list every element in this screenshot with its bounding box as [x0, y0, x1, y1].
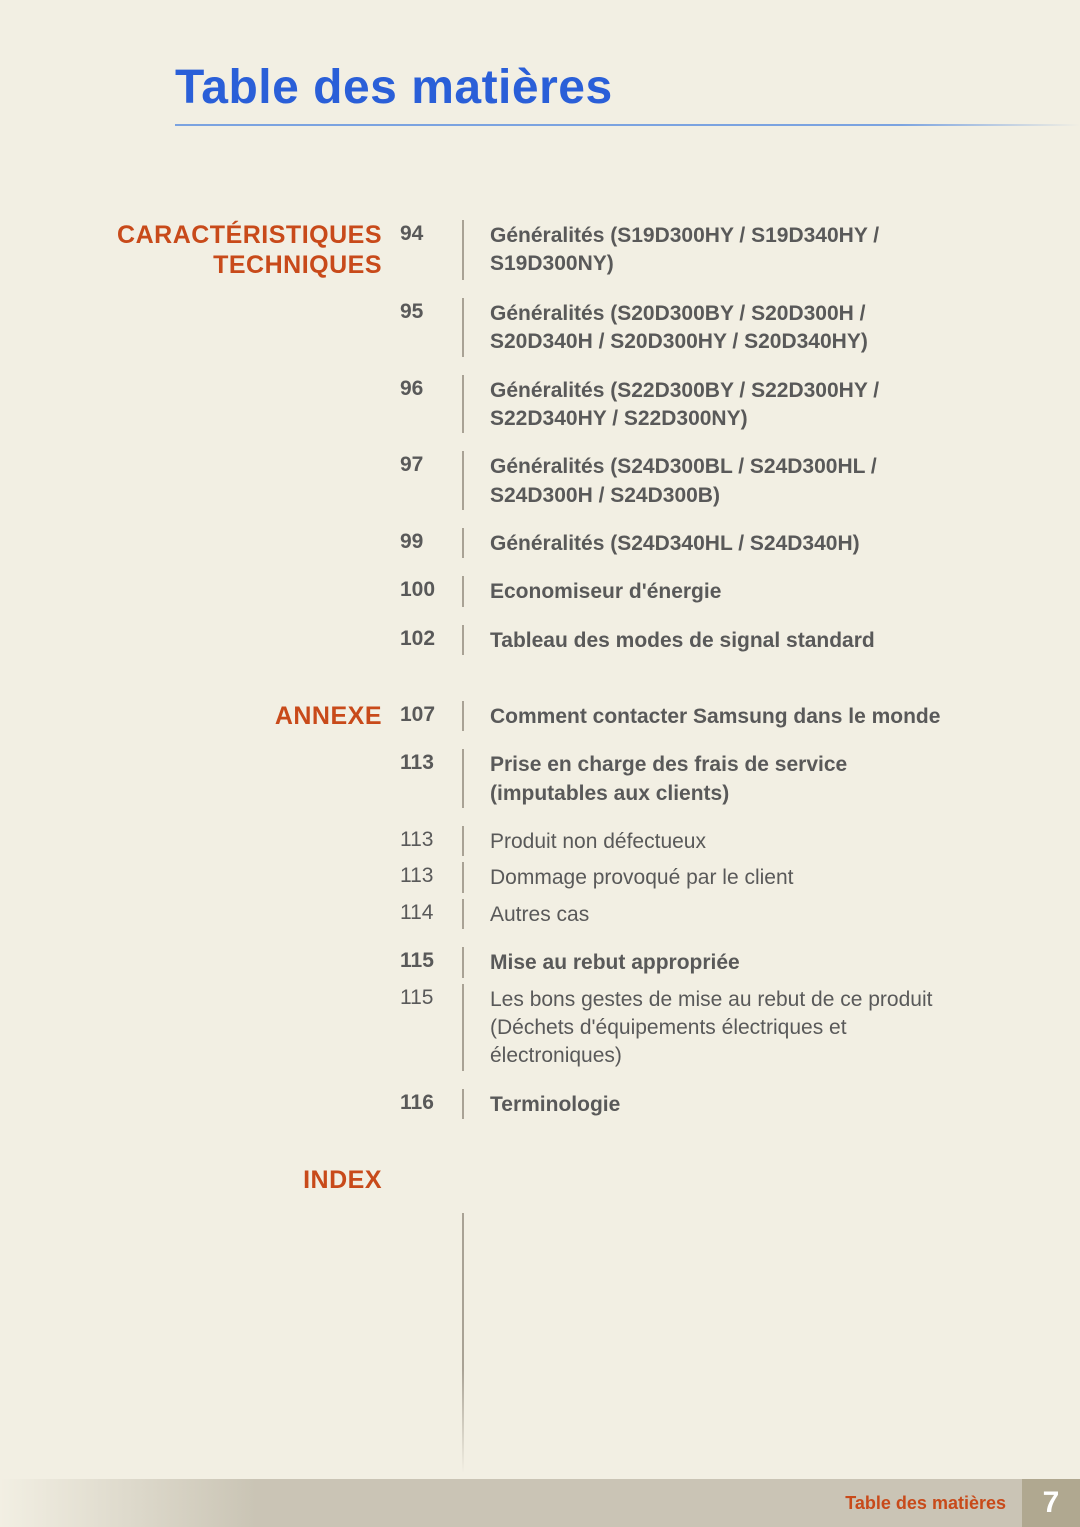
toc-entry[interactable]: Prise en charge des frais de service (im…	[490, 749, 970, 808]
toc-row: 99 Généralités (S24D340HL / S24D340H)	[100, 528, 970, 558]
toc-entry[interactable]: Mise au rebut appropriée	[490, 947, 970, 977]
toc-page: 113	[400, 826, 462, 852]
toc-row: CARACTÉRISTIQUES TECHNIQUES 94 Généralités…	[100, 220, 970, 280]
toc-row: 114 Autres cas	[100, 899, 970, 929]
toc-row: 115 Mise au rebut appropriée	[100, 947, 970, 977]
toc-entry[interactable]: Généralités (S20D300BY / S20D300H / S20D…	[490, 298, 970, 357]
toc-row: INDEX	[100, 1165, 970, 1195]
toc-row: 100 Economiseur d'énergie	[100, 576, 970, 606]
toc-page: 96	[400, 375, 462, 401]
toc-entry[interactable]: Les bons gestes de mise au rebut de ce p…	[490, 984, 970, 1071]
toc-entry[interactable]: Généralités (S22D300BY / S22D300HY / S22…	[490, 375, 970, 434]
toc-separator	[462, 625, 464, 655]
toc-page: 97	[400, 451, 462, 477]
toc-page: 113	[400, 749, 462, 775]
toc-entry[interactable]: Généralités (S19D300HY / S19D340HY / S19…	[490, 220, 970, 279]
toc-entry[interactable]: Produit non défectueux	[490, 826, 970, 856]
toc-page: 115	[400, 984, 462, 1010]
toc-page: 102	[400, 625, 462, 651]
toc-separator	[462, 984, 464, 1071]
toc-row: 102 Tableau des modes de signal standard	[100, 625, 970, 655]
toc-page: 99	[400, 528, 462, 554]
toc-entry[interactable]: Terminologie	[490, 1089, 970, 1119]
section-title: CARACTÉRISTIQUES TECHNIQUES	[100, 220, 382, 280]
section-title: ANNEXE	[100, 701, 382, 731]
page-title: Table des matières	[175, 60, 613, 115]
toc-separator	[462, 1089, 464, 1119]
toc-row: 97 Généralités (S24D300BL / S24D300HL / S…	[100, 451, 970, 510]
toc-separator	[462, 749, 464, 808]
toc-entry[interactable]: Comment contacter Samsung dans le monde	[490, 701, 970, 731]
toc-separator	[462, 298, 464, 357]
toc-page: 115	[400, 947, 462, 973]
toc-content: CARACTÉRISTIQUES TECHNIQUES 94 Généralités…	[100, 220, 970, 1437]
toc-entry[interactable]: Economiseur d'énergie	[490, 576, 970, 606]
footer-page-number: 7	[1022, 1479, 1080, 1527]
toc-page: 100	[400, 576, 462, 602]
toc-separator	[462, 220, 464, 280]
toc-page: 116	[400, 1089, 462, 1115]
toc-separator	[462, 701, 464, 731]
toc-page: 94	[400, 220, 462, 246]
toc-row: 96 Généralités (S22D300BY / S22D300HY / S…	[100, 375, 970, 434]
toc-page: 95	[400, 298, 462, 324]
toc-separator	[462, 451, 464, 510]
toc-entry[interactable]: Tableau des modes de signal standard	[490, 625, 970, 655]
footer-label: Table des matières	[0, 1479, 1022, 1527]
toc-page: 113	[400, 862, 462, 888]
toc-page: 107	[400, 701, 462, 727]
toc-separator	[462, 862, 464, 892]
toc-entry[interactable]: Généralités (S24D300BL / S24D300HL / S24…	[490, 451, 970, 510]
toc-row: ANNEXE 107 Comment contacter Samsung dans …	[100, 701, 970, 731]
toc-separator	[462, 947, 464, 977]
footer: Table des matières 7	[0, 1479, 1080, 1527]
toc-page: 114	[400, 899, 462, 925]
toc-row: 95 Généralités (S20D300BY / S20D300H / S2…	[100, 298, 970, 357]
toc-separator	[462, 826, 464, 856]
title-underline	[175, 124, 1080, 126]
toc-row: 116 Terminologie	[100, 1089, 970, 1119]
toc-entry[interactable]: Autres cas	[490, 899, 970, 929]
toc-entry[interactable]: Dommage provoqué par le client	[490, 862, 970, 892]
toc-entry[interactable]: Généralités (S24D340HL / S24D340H)	[490, 528, 970, 558]
toc-row: 113 Prise en charge des frais de service …	[100, 749, 970, 808]
toc-separator-trail	[462, 1213, 464, 1473]
section-title: INDEX	[100, 1165, 382, 1195]
toc-separator	[462, 899, 464, 929]
toc-row: 113 Dommage provoqué par le client	[100, 862, 970, 892]
toc-row: 115 Les bons gestes de mise au rebut de c…	[100, 984, 970, 1071]
toc-separator	[462, 576, 464, 606]
toc-separator	[462, 528, 464, 558]
toc-row: 113 Produit non défectueux	[100, 826, 970, 856]
toc-separator	[462, 375, 464, 434]
